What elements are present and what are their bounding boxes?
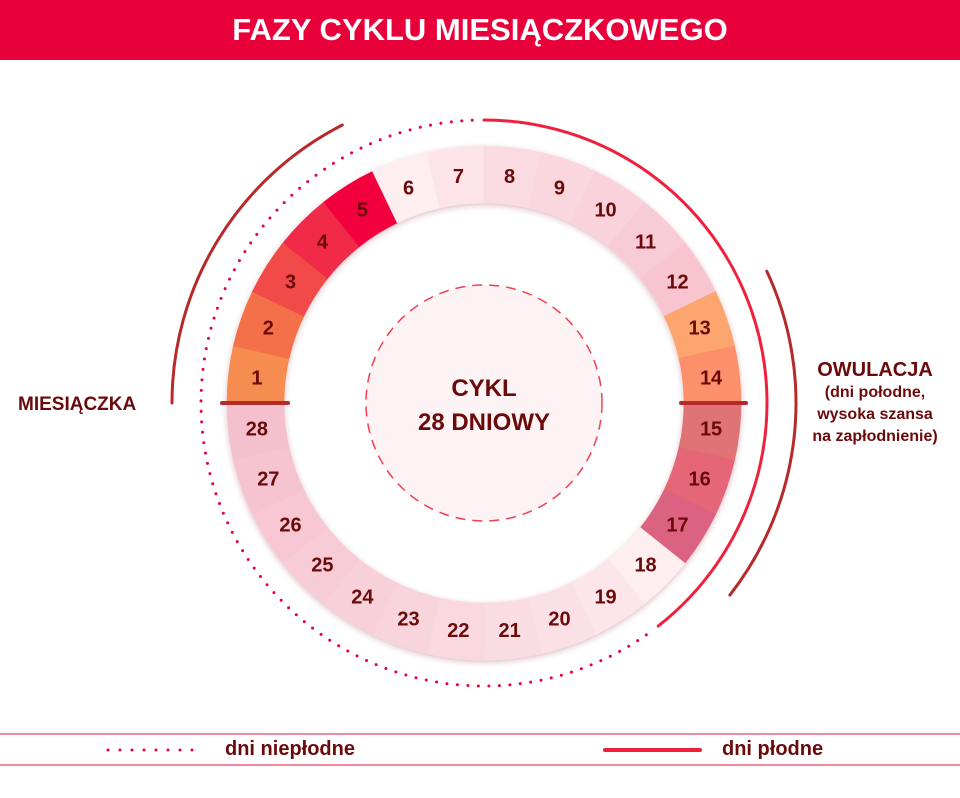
day-label: 10	[594, 200, 616, 222]
day-label: 5	[357, 200, 368, 222]
day-label: 28	[246, 419, 268, 441]
day-label: 2	[263, 318, 274, 340]
day-label: 14	[700, 367, 723, 389]
legend-fertile-label: dni płodne	[722, 738, 824, 760]
center-label-line2: 28 DNIOWY	[417, 409, 551, 436]
day-label: 21	[498, 620, 520, 642]
legend-infertile-label: dni niepłodne	[225, 738, 355, 760]
day-label: 23	[397, 609, 419, 631]
ovulation-arc	[728, 269, 798, 597]
day-label: 22	[447, 620, 469, 642]
center-label-line1: CYKL	[451, 375, 517, 402]
page-title: FAZY CYKLU MIESIĄCZKOWEGO	[0, 0, 960, 60]
ovulation-desc-2: wysoka szansa	[817, 406, 933, 423]
day-label: 7	[453, 166, 464, 188]
day-label: 3	[285, 271, 296, 293]
menstruation-arc	[170, 123, 344, 405]
day-label: 12	[666, 271, 688, 293]
day-label: 24	[351, 586, 374, 608]
infertile-days-arc	[199, 118, 648, 688]
day-label: 4	[317, 231, 329, 253]
day-label: 6	[403, 177, 414, 199]
legend-top-divider	[0, 733, 960, 735]
day-label: 25	[311, 555, 333, 577]
ovulation-title: OWULACJA	[817, 359, 933, 381]
day-label: 15	[700, 419, 722, 441]
day-label: 11	[635, 231, 656, 253]
day-label: 16	[689, 468, 711, 490]
day-label: 20	[548, 609, 570, 631]
legend-bottom-divider	[0, 764, 960, 766]
day-label: 27	[257, 468, 279, 490]
day-label: 8	[504, 166, 515, 188]
day-label: 19	[594, 586, 616, 608]
day-label: 9	[554, 177, 565, 199]
menstruation-label: MIESIĄCZKA	[18, 394, 137, 415]
fertile-days-arc	[482, 118, 769, 628]
day-label: 17	[666, 515, 688, 537]
day-label: 13	[689, 318, 711, 340]
day-label: 1	[251, 367, 262, 389]
day-label: 26	[279, 515, 301, 537]
ovulation-desc-1: (dni połodne,	[824, 384, 926, 401]
center-label: CYKL 28 DNIOWY	[384, 372, 584, 440]
ovulation-label: OWULACJA (dni połodne, wysoka szansa na …	[800, 358, 950, 448]
center-circle	[365, 284, 603, 522]
ovulation-desc-3: na zapłodnienie)	[812, 428, 938, 445]
day-label: 18	[634, 555, 656, 577]
